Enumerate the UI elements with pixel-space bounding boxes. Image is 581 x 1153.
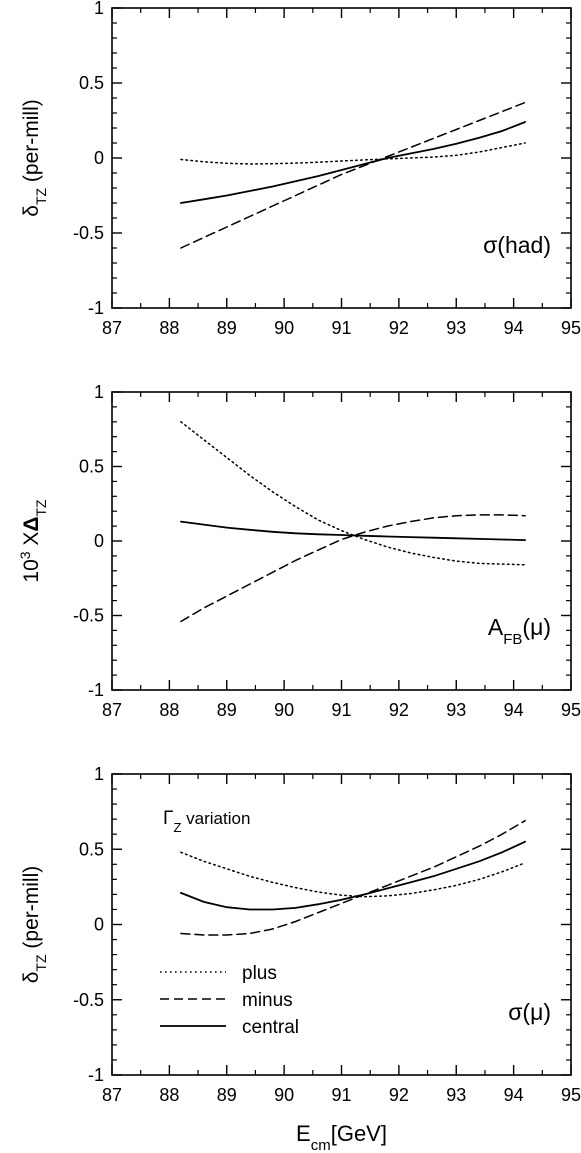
y-tick-label: 0.5 xyxy=(79,839,104,859)
x-tick-label: 93 xyxy=(446,1085,466,1105)
x-tick-label: 87 xyxy=(102,318,122,338)
series-solid-line xyxy=(179,121,526,204)
x-tick-label: 88 xyxy=(159,1085,179,1105)
series-dotted-line xyxy=(180,142,526,165)
x-tick-label: 90 xyxy=(274,1085,294,1105)
y-tick-label: -1 xyxy=(88,298,104,318)
x-tick-label: 89 xyxy=(217,1085,237,1105)
x-tick-label: 94 xyxy=(504,1085,524,1105)
legend-label-plus: plus xyxy=(242,963,277,984)
plot-frame xyxy=(111,391,572,691)
y-tick-label: 0 xyxy=(94,531,104,551)
panel-annotation: AFB(μ) xyxy=(488,614,551,648)
x-tick-label: 95 xyxy=(561,318,581,338)
x-tick-label: 94 xyxy=(504,318,524,338)
y-tick-label: 0 xyxy=(94,148,104,168)
x-tick-label: 93 xyxy=(446,318,466,338)
x-tick-label: 88 xyxy=(159,700,179,720)
y-tick-label: 0.5 xyxy=(79,73,104,93)
x-tick-label: 90 xyxy=(274,318,294,338)
series-solid-line xyxy=(179,520,526,541)
y-tick-label: -1 xyxy=(88,1065,104,1085)
series-solid-line xyxy=(179,840,526,911)
panel-2: 87 88 89 90 91 92 93 94 95 -1 -0.5 0 0.5 1 103 XΔTZ AFB… xyxy=(17,382,581,720)
series-dotted-line xyxy=(180,421,526,566)
legend-label-minus: minus xyxy=(242,990,293,1011)
x-tick-label: 89 xyxy=(217,700,237,720)
x-tick-label: 92 xyxy=(389,700,409,720)
y-axis-title: δTZ (per-mill) xyxy=(20,866,49,983)
y-tick-label: 1 xyxy=(94,0,104,18)
y-tick-label: -1 xyxy=(88,680,104,700)
x-tick-label: 88 xyxy=(159,318,179,338)
y-tick-label: 0.5 xyxy=(79,457,104,477)
legend-label-central: central xyxy=(242,1017,299,1038)
x-tick-label: 87 xyxy=(102,1085,122,1105)
x-axis-title: Ecm[GeV] xyxy=(296,1121,387,1153)
panel-annotation: σ(had) xyxy=(483,232,551,258)
x-tick-label: 89 xyxy=(217,318,237,338)
x-tick-label: 87 xyxy=(102,700,122,720)
y-tick-label: 1 xyxy=(94,764,104,784)
series-dotted-line xyxy=(180,851,526,898)
x-tick-label: 93 xyxy=(446,700,466,720)
x-tick-label: 91 xyxy=(331,318,351,338)
x-tick-label: 92 xyxy=(389,1085,409,1105)
x-tick-label: 90 xyxy=(274,700,294,720)
legend: plus minus central xyxy=(160,963,299,1038)
x-tick-label: 95 xyxy=(561,700,581,720)
y-tick-label: -0.5 xyxy=(73,223,104,243)
plot-frame xyxy=(111,7,572,309)
x-tick-label: 91 xyxy=(331,1085,351,1105)
series-dashed-line xyxy=(180,514,526,623)
series-dashed-line xyxy=(180,101,526,249)
variation-note: ΓZ variation xyxy=(163,808,250,835)
panel-annotation: σ(μ) xyxy=(508,999,551,1025)
y-tick-label: -0.5 xyxy=(73,606,104,626)
y-tick-label: 1 xyxy=(94,382,104,402)
x-tick-label: 94 xyxy=(504,700,524,720)
series-dashed-line xyxy=(180,819,526,936)
y-tick-label: -0.5 xyxy=(73,990,104,1010)
y-axis-title: 103 XΔTZ xyxy=(17,499,49,583)
x-tick-label: 92 xyxy=(389,318,409,338)
y-tick-label: 0 xyxy=(94,915,104,935)
panel-3: 87 88 89 90 91 92 93 94 95 -1 -0.5 0 0.5 1 δTZ (per-mi… xyxy=(20,764,581,1153)
y-axis-title: δTZ (per-mill) xyxy=(20,99,49,216)
x-tick-label: 95 xyxy=(561,1085,581,1105)
panel-1: 87 88 89 90 91 92 93 94 95 -1 -0.5 0 0.5 1 δTZ (per-mi… xyxy=(20,0,581,338)
x-tick-label: 91 xyxy=(331,700,351,720)
